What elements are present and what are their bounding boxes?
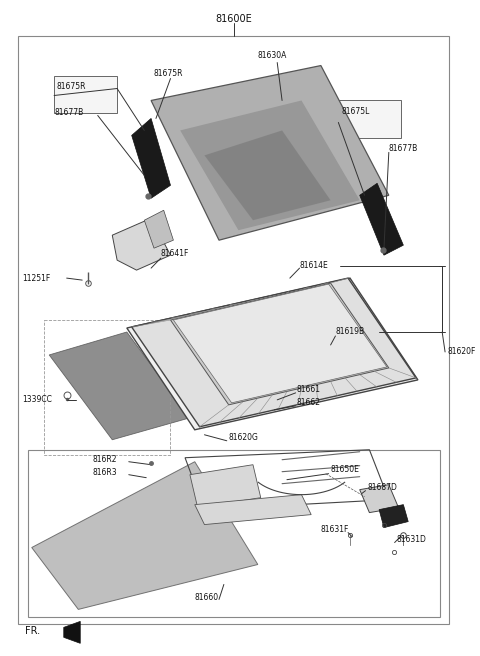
Polygon shape [190,464,261,508]
Polygon shape [360,485,398,512]
Text: 81660: 81660 [195,593,219,602]
Text: 816R3: 816R3 [93,468,118,477]
Polygon shape [132,278,416,427]
Text: 81614E: 81614E [300,260,328,270]
Text: 81619B: 81619B [336,327,365,337]
Text: 816R2: 816R2 [93,455,118,464]
Polygon shape [32,462,258,609]
Text: 81620F: 81620F [447,348,475,356]
Polygon shape [204,131,331,220]
Text: 81675L: 81675L [341,107,370,116]
Bar [54,75,117,113]
Polygon shape [170,283,389,405]
Polygon shape [180,100,360,230]
Bar [338,100,401,138]
Text: 81675R: 81675R [57,82,86,91]
Polygon shape [379,504,408,527]
Polygon shape [151,66,389,240]
Polygon shape [360,183,403,255]
Bar [28,450,440,617]
Text: 11251F: 11251F [22,274,50,283]
Polygon shape [112,218,170,270]
Text: 81650E: 81650E [331,465,360,474]
Bar [44,320,170,455]
Polygon shape [173,284,387,403]
Text: 81600E: 81600E [215,14,252,24]
Text: 81641F: 81641F [161,249,189,258]
Text: 81662: 81662 [297,398,321,407]
Polygon shape [49,332,190,440]
Text: 81631F: 81631F [321,525,349,534]
Text: 81661: 81661 [297,385,321,394]
Text: 81631D: 81631D [396,535,426,544]
Text: 1339CC: 1339CC [22,396,52,404]
Polygon shape [127,278,418,430]
Text: 81620G: 81620G [228,433,259,442]
Polygon shape [64,621,80,644]
Text: 81675R: 81675R [154,69,183,78]
Bar [18,35,449,625]
Polygon shape [144,211,173,248]
Polygon shape [195,495,311,525]
Text: 81687D: 81687D [368,483,397,492]
Polygon shape [132,119,170,198]
Text: 81677B: 81677B [389,144,418,153]
Text: 81677B: 81677B [54,108,84,117]
Text: FR.: FR. [25,626,40,636]
Text: 81630A: 81630A [258,51,287,60]
